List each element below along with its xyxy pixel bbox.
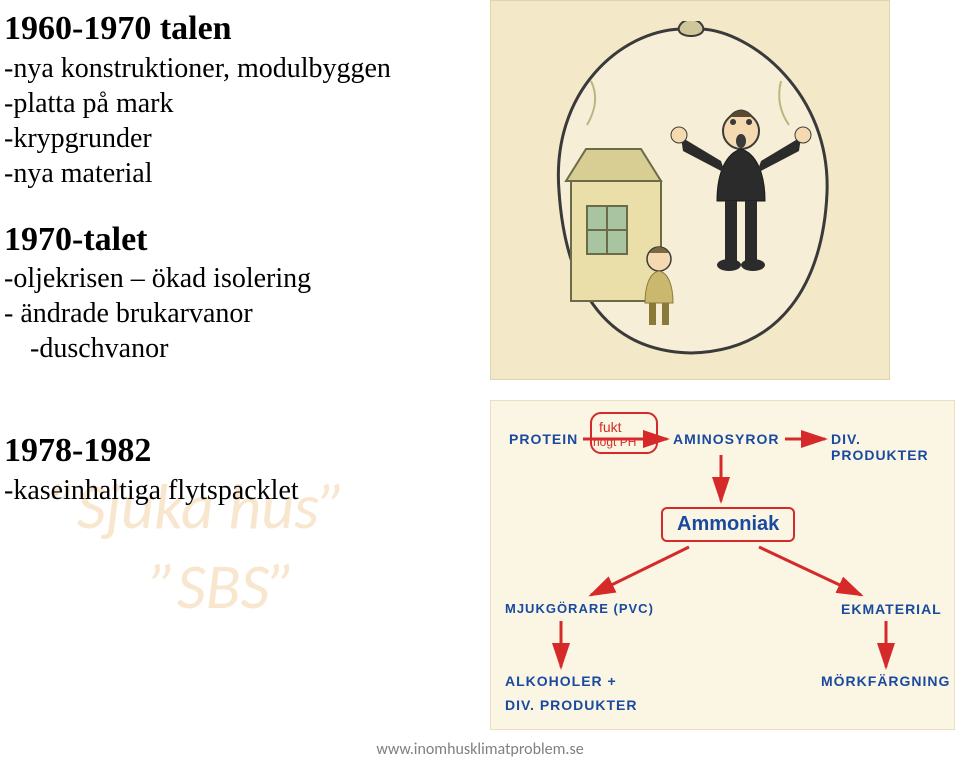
node-mjuk: MJUKGÖRARE (PVC) [505, 601, 654, 616]
node-divprod2: DIV. PRODUKTER [505, 697, 638, 713]
node-fukt: fukt [599, 419, 622, 435]
bullet: -duschvanor [4, 331, 474, 366]
bullet: - ändrade brukarvanor [4, 296, 474, 331]
footer-url: www.inomhusklimatproblem.se [0, 740, 960, 759]
node-hogtph: högt PH [593, 435, 636, 449]
bullet: -krypgrunder [4, 121, 474, 156]
cartoon-image [490, 0, 890, 380]
heading-1978-1982: 1978-1982 [4, 430, 474, 473]
cartoon-svg [531, 21, 851, 361]
heading-1960-1970: 1960-1970 talen [4, 8, 474, 51]
watermark-sbs: ”SBS” [150, 548, 296, 626]
bullet: -nya material [4, 156, 474, 191]
node-aminosyror: AMINOSYROR [673, 431, 779, 447]
bullet: -kaseinhaltiga flytspacklet [4, 473, 474, 508]
text-column: 1960-1970 talen -nya konstruktioner, mod… [0, 0, 474, 508]
node-divprod1: DIV. PRODUKTER [831, 431, 954, 463]
bullet: -nya konstruktioner, modulbyggen [4, 51, 474, 86]
node-protein: PROTEIN [509, 431, 578, 447]
heading-1970-talet: 1970-talet [4, 219, 474, 262]
ammoniak-diagram: PROTEIN fukt högt PH AMINOSYROR DIV. PRO… [490, 400, 955, 730]
bullet: -oljekrisen – ökad isolering [4, 261, 474, 296]
node-ekmat: EKMATERIAL [841, 601, 942, 617]
bullet: -platta på mark [4, 86, 474, 121]
node-ammoniak: Ammoniak [661, 507, 795, 542]
node-mork: MÖRKFÄRGNING [821, 673, 950, 689]
node-alko: ALKOHOLER + [505, 673, 617, 689]
